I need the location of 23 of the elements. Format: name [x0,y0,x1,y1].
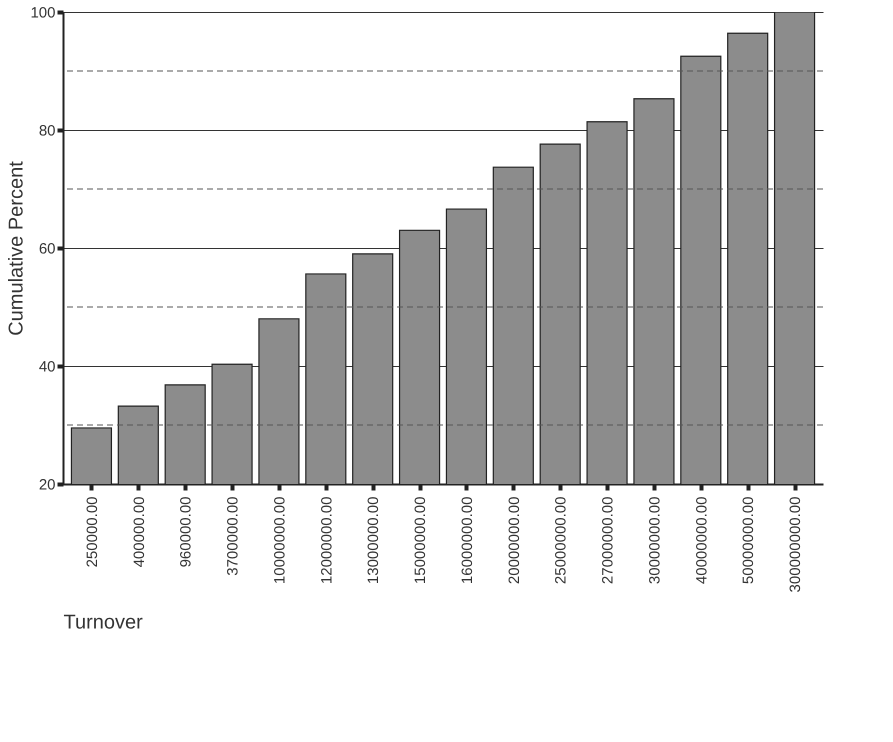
x-tick-label: 50000000.00 [740,496,758,584]
y-tick-label: 80 [38,122,56,140]
x-tick-label: 400000.00 [130,496,148,568]
x-tick-label: 30000000.00 [646,496,664,584]
y-tick-label: 60 [38,240,56,258]
x-tick-label: 40000000.00 [693,496,710,584]
x-tick-label: 3700000.00 [224,496,242,576]
y-tick-label: 20 [38,476,56,494]
y-tick-label: 40 [38,358,56,376]
y-axis-title: Cumulative Percent [5,160,28,336]
x-tick-label: 27000000.00 [600,496,617,584]
x-tick-label: 960000.00 [178,496,195,568]
x-tick-label: 10000000.00 [271,496,288,584]
x-tick-label: 20000000.00 [506,496,523,584]
y-tick-label: 100 [30,4,56,22]
x-tick-label: 300000000.00 [787,496,804,592]
x-tick-label: 25000000.00 [552,496,570,584]
x-tick-label: 15000000.00 [412,496,430,584]
x-tick-label: 16000000.00 [458,496,476,584]
x-axis-title: Turnover [64,611,144,634]
x-tick-label: 250000.00 [84,496,101,568]
x-tick-label: 12000000.00 [318,496,336,584]
x-tick-label: 13000000.00 [365,496,382,584]
